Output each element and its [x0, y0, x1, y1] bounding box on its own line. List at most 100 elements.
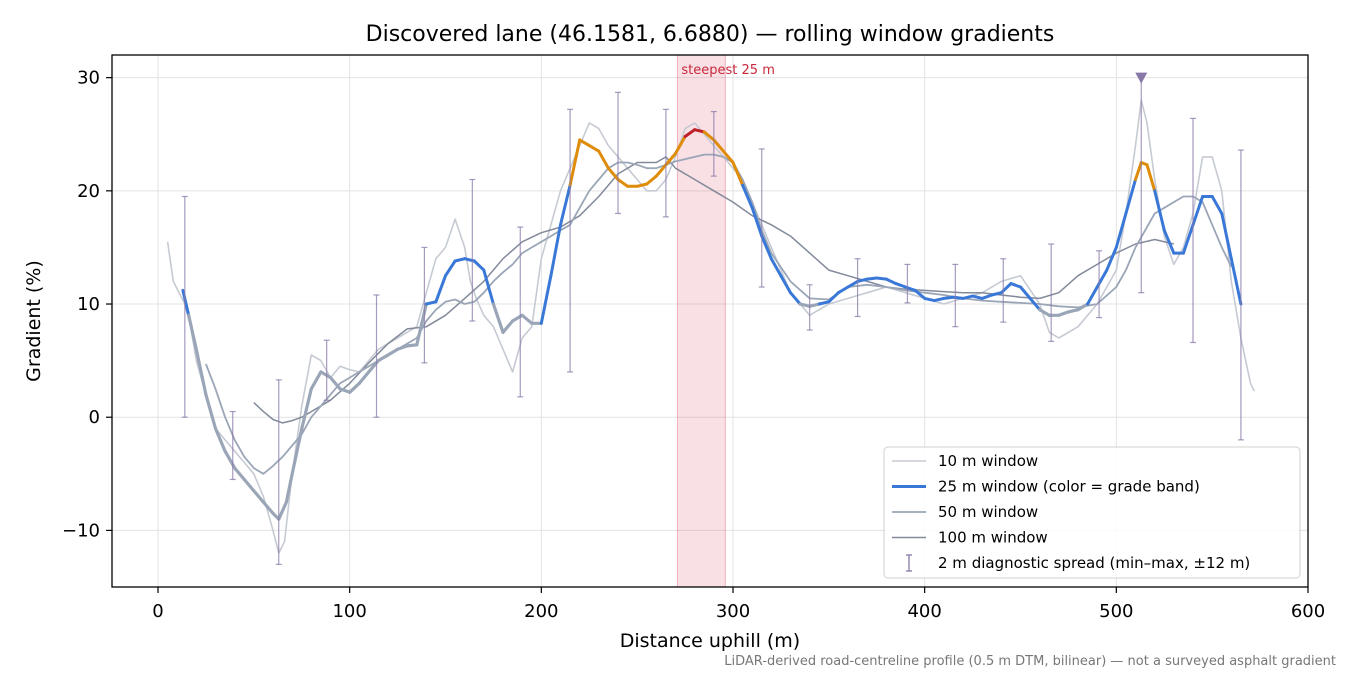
axes: 0 100 200 300 400 500 600 −10 0 10 20 30	[62, 54, 1325, 622]
series-25m-segment	[405, 343, 419, 348]
series-25m-segment	[1057, 310, 1071, 317]
x-tick-label: 600	[1291, 601, 1325, 622]
series-25m-segment	[328, 376, 342, 391]
series-25m-segment	[808, 302, 821, 308]
errorbar	[275, 379, 282, 565]
errorbar	[517, 226, 524, 398]
series-25m-segment	[741, 183, 754, 210]
series-25m-segment	[319, 370, 333, 380]
errorbar	[854, 258, 861, 318]
errorbar	[662, 108, 669, 218]
series-25m-segment	[616, 178, 630, 188]
errorbar-layer	[181, 72, 1244, 565]
legend-10m-label: 10 m window	[938, 452, 1038, 470]
series-25m-segment	[712, 138, 725, 153]
series-25m-segment	[559, 183, 572, 227]
series-25m-segment	[284, 472, 294, 504]
series-25m-segment	[187, 313, 198, 351]
x-tick-label: 0	[152, 601, 163, 622]
series-25m-segment	[1210, 195, 1224, 215]
series-25m-segment	[856, 277, 869, 283]
series-25m-segment	[277, 500, 288, 521]
legend: 10 m window 25 m window (color = grade ba…	[883, 446, 1301, 579]
series-25m-segment	[396, 344, 409, 351]
series-25m-segment	[1028, 296, 1042, 312]
series-25m-segment	[309, 370, 323, 391]
series-25m-segment	[731, 161, 745, 187]
series-25m-segment	[578, 138, 591, 148]
series-25m-segment	[817, 300, 831, 306]
steepest-band	[676, 54, 726, 588]
series-25m-segment	[252, 489, 265, 504]
x-tick-label: 200	[524, 601, 558, 622]
series-25m-segment	[444, 259, 457, 278]
series-25m-segment	[654, 163, 668, 178]
series-25m-segment	[750, 206, 764, 238]
series-25m-segment	[769, 257, 783, 278]
series-25m-segment	[597, 149, 610, 170]
series-25m-segment	[894, 282, 907, 289]
x-tick-label: 100	[332, 601, 366, 622]
legend-50m-label: 50 m window	[938, 503, 1038, 521]
series-25m-segment	[233, 466, 246, 482]
series-25m-segment	[1191, 195, 1205, 227]
errorbar	[181, 195, 188, 418]
errorbar	[806, 284, 813, 331]
series-25m-segment	[932, 296, 946, 303]
series-25m-segment	[702, 130, 716, 142]
series-25m-segment	[434, 274, 447, 304]
series-25m-segment	[789, 291, 802, 306]
peak-marker	[1135, 72, 1148, 84]
series-25m-segment	[181, 288, 191, 317]
errorbar	[1237, 149, 1244, 441]
series-25m-segment	[1124, 178, 1137, 215]
series-25m-segment	[539, 274, 553, 325]
series-25m-segment	[1066, 308, 1080, 314]
legend-box	[883, 446, 1301, 579]
series-25m-segment	[846, 279, 860, 289]
series-25m-segment	[645, 174, 658, 186]
errorbar	[1096, 250, 1103, 319]
series-25m-segment	[453, 257, 467, 263]
series-25m-segment	[491, 302, 505, 334]
y-tick-label: 0	[89, 407, 100, 428]
chart-title: Discovered lane (46.1581, 6.6880) — roll…	[366, 22, 1055, 47]
x-axis-title: Distance uphill (m)	[620, 630, 800, 652]
series-25m-segment	[1114, 212, 1128, 249]
series-25m-segment	[261, 500, 275, 516]
legend-errorbar-label: 2 m diagnostic spread (min–max, ±12 m)	[938, 554, 1250, 572]
series-25m-segment	[1181, 223, 1195, 255]
series-25m-segment	[482, 268, 495, 306]
series-25m-segment	[635, 182, 649, 188]
series-25m-segment	[606, 166, 620, 181]
steepest-band-label: steepest 25 m	[681, 63, 774, 78]
series-25m-segment	[213, 426, 227, 453]
series-25m-segment	[693, 128, 706, 134]
series-25m-segment	[290, 426, 304, 476]
errorbar	[567, 108, 574, 373]
errorbar	[710, 110, 717, 177]
x-tick-label: 300	[716, 601, 750, 622]
series-25m-segment	[875, 276, 888, 281]
steepest-band-layer: steepest 25 m	[676, 54, 775, 588]
errorbar	[421, 246, 428, 364]
series-layer	[166, 99, 1256, 554]
series-25m-segment	[980, 293, 994, 300]
legend-100m-label: 100 m window	[938, 529, 1048, 547]
errorbar	[323, 339, 330, 401]
series-25m-segment	[760, 234, 773, 261]
series-25m-segment	[779, 274, 792, 295]
series-25m-segment	[424, 300, 438, 306]
series-25m-segment	[942, 295, 955, 300]
series-25m-segment	[1105, 245, 1118, 272]
errorbar	[1048, 243, 1055, 342]
series-25m-segment	[1145, 163, 1157, 193]
x-tick-label: 500	[1099, 601, 1133, 622]
series-25m-segment	[568, 138, 582, 187]
plot-frame	[111, 54, 1309, 588]
series-25m-segment	[194, 347, 208, 397]
series-25m-segment	[204, 393, 218, 431]
series-25m-segment	[1220, 212, 1233, 261]
errorbar	[229, 410, 236, 481]
series-25m-segment	[1038, 308, 1051, 317]
